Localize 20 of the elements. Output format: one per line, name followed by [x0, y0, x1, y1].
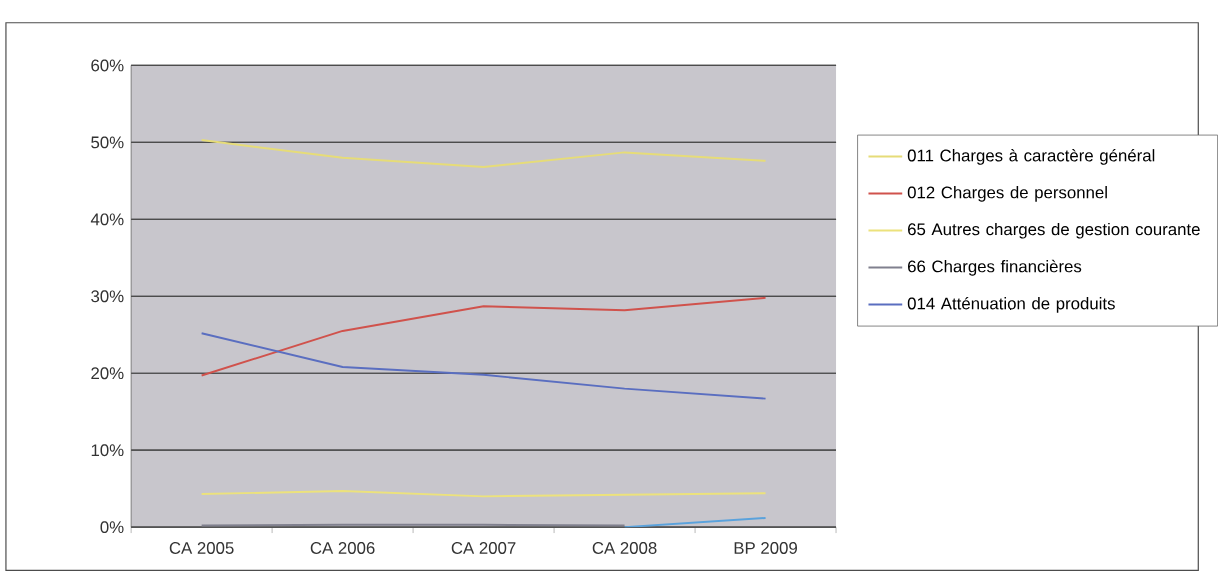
legend-label: 66 Charges financières	[908, 259, 1082, 276]
line-series	[200, 332, 767, 400]
line-series	[200, 296, 767, 377]
y-tick-label: 0%	[100, 521, 124, 533]
x-tick-label: BP 2009	[734, 541, 797, 554]
legend-label: 014 Atténuation de produits	[907, 296, 1115, 313]
y-tick-label: 10%	[91, 444, 124, 456]
x-tick-label: CA 2005	[169, 541, 234, 554]
x-tick-label: CA 2008	[592, 541, 657, 554]
legend-label: 011 Charges à caractère général	[907, 148, 1155, 165]
legend-label: 012 Charges de personnel	[907, 185, 1107, 202]
y-tick-label: 30%	[91, 290, 124, 303]
x-tick-label: CA 2006	[310, 541, 375, 554]
y-tick-label: 20%	[91, 367, 124, 379]
x-tick-label: CA 2007	[451, 541, 516, 554]
y-tick-label: 60%	[91, 59, 124, 72]
y-tick-label: 50%	[91, 136, 124, 149]
y-tick-label: 40%	[90, 213, 124, 226]
line-series	[200, 138, 767, 168]
legend-label: 65 Autres charges de gestion courante	[908, 222, 1200, 239]
